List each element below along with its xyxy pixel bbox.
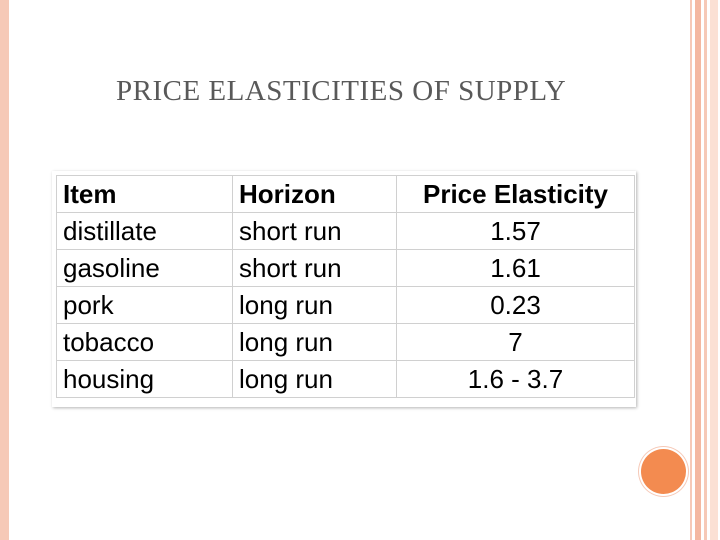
table-row: gasoline short run 1.61 bbox=[56, 249, 635, 287]
column-header-item: Item bbox=[56, 175, 233, 213]
item-cell: gasoline bbox=[56, 249, 233, 287]
item-cell: pork bbox=[56, 286, 233, 324]
decorative-circle-icon bbox=[641, 449, 686, 494]
item-cell: distillate bbox=[56, 212, 233, 250]
elasticity-table-frame: Item Horizon Price Elasticity distillate… bbox=[52, 171, 636, 407]
table-row: distillate short run 1.57 bbox=[56, 212, 635, 250]
column-header-price-elasticity: Price Elasticity bbox=[396, 175, 635, 213]
slide-left-border bbox=[0, 0, 9, 540]
elasticity-cell: 1.61 bbox=[396, 249, 635, 287]
horizon-cell: short run bbox=[232, 249, 397, 287]
elasticity-cell: 1.6 - 3.7 bbox=[396, 360, 635, 398]
elasticity-cell: 7 bbox=[396, 323, 635, 361]
elasticity-table: Item Horizon Price Elasticity distillate… bbox=[56, 175, 635, 398]
elasticity-cell: 1.57 bbox=[396, 212, 635, 250]
horizon-cell: short run bbox=[232, 212, 397, 250]
table-header-row: Item Horizon Price Elasticity bbox=[56, 175, 635, 213]
horizon-cell: long run bbox=[232, 286, 397, 324]
item-cell: housing bbox=[56, 360, 233, 398]
slide-right-border-stripe bbox=[695, 0, 701, 540]
slide-right-border-stripe bbox=[710, 0, 718, 540]
slide-title: PRICE ELASTICITIES OF SUPPLY bbox=[116, 75, 567, 107]
table-row: housing long run 1.6 - 3.7 bbox=[56, 360, 635, 398]
column-header-horizon: Horizon bbox=[232, 175, 397, 213]
item-cell: tobacco bbox=[56, 323, 233, 361]
slide-right-border-stripe bbox=[704, 0, 707, 540]
elasticity-cell: 0.23 bbox=[396, 286, 635, 324]
horizon-cell: long run bbox=[232, 323, 397, 361]
slide-right-border-stripe bbox=[690, 0, 692, 540]
table-row: pork long run 0.23 bbox=[56, 286, 635, 324]
horizon-cell: long run bbox=[232, 360, 397, 398]
table-row: tobacco long run 7 bbox=[56, 323, 635, 361]
